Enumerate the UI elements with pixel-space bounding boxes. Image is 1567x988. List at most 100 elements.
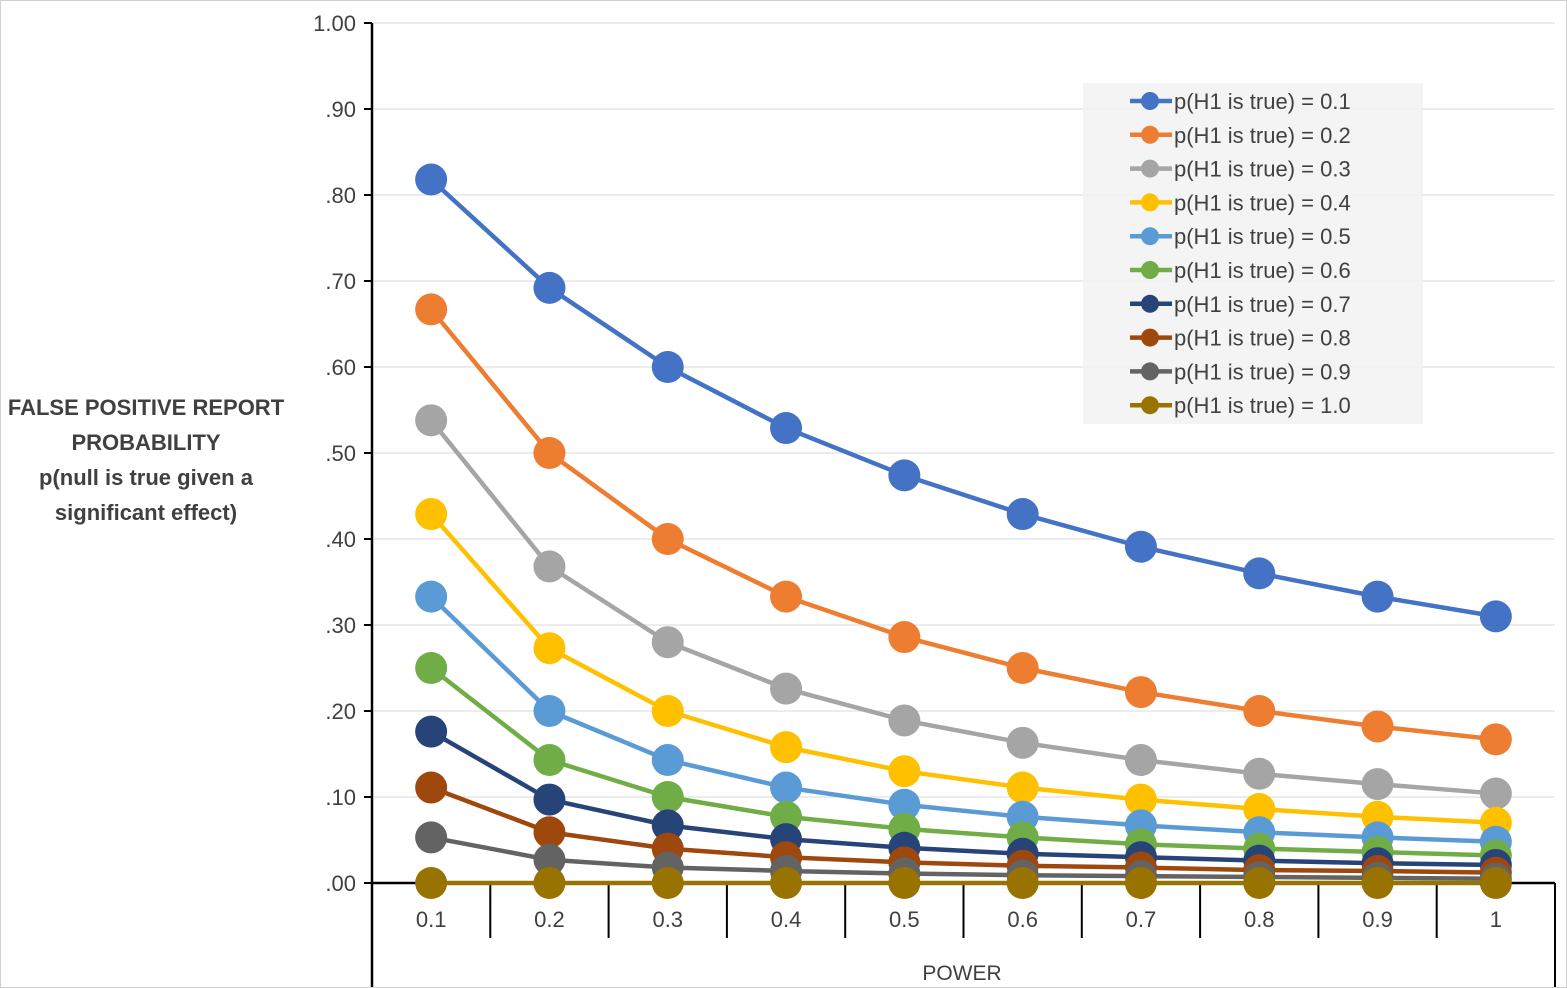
series-8 (415, 771, 1512, 889)
series-line (429, 595, 1496, 844)
x-axis-title: POWER (922, 962, 1001, 985)
data-point (1479, 600, 1512, 633)
y-axis-label: FALSE POSITIVE REPORT PROBABILITY p(null… (0, 390, 292, 530)
data-point (415, 163, 448, 196)
legend-marker-swatch (1141, 92, 1159, 110)
data-point (533, 867, 566, 899)
data-point (415, 867, 448, 899)
data-point (533, 783, 566, 816)
data-point (1006, 652, 1039, 684)
data-point (533, 695, 566, 727)
data-point (651, 809, 684, 842)
legend-label: p(H1 is true) = 0.2 (1174, 123, 1351, 148)
x-tick-label: 0.7 (1126, 907, 1157, 932)
data-point (415, 771, 448, 804)
data-point (533, 550, 566, 583)
data-point (651, 351, 684, 383)
data-point (1124, 530, 1157, 563)
data-point (1243, 695, 1276, 727)
series-line (429, 307, 1497, 742)
legend-entry: p(H1 is true) = 0.9 (1130, 359, 1351, 384)
data-point (415, 821, 448, 854)
y-tick-label: .70 (325, 269, 356, 294)
data-point (1361, 710, 1394, 743)
data-point (770, 580, 803, 613)
data-point (1479, 723, 1512, 756)
data-point (770, 731, 803, 764)
legend-entry: p(H1 is true) = 0.6 (1130, 258, 1351, 283)
data-point (415, 652, 448, 684)
legend-entry: p(H1 is true) = 0.5 (1130, 224, 1351, 249)
data-point (1361, 768, 1394, 801)
x-tick-label: 0.9 (1362, 907, 1393, 932)
gridlines (372, 22, 1555, 798)
tick-labels: .00 .10 .20 .30 .40 .50 .60 .70 .80 .90 1.00 0.1 0.2… (313, 11, 1502, 932)
data-point (651, 867, 684, 899)
series-group (415, 163, 1512, 899)
x-tick-label: 0.1 (416, 907, 447, 932)
data-point (533, 843, 566, 876)
legend-marker-swatch (1141, 328, 1159, 347)
legend-entry: p(H1 is true) = 0.2 (1130, 123, 1351, 148)
data-point (415, 580, 448, 613)
data-point (651, 781, 684, 813)
legend-marker-swatch (1141, 159, 1159, 178)
y-axis-label-line: p(null is true given a (39, 465, 253, 490)
data-point (415, 498, 448, 531)
y-tick-label: .00 (325, 871, 356, 896)
series-10 (415, 867, 1512, 899)
data-point (533, 744, 566, 777)
x-tick-label: 0.4 (771, 907, 802, 932)
legend-marker-swatch (1141, 362, 1159, 381)
data-point (651, 744, 684, 777)
legend-label: p(H1 is true) = 0.8 (1174, 326, 1351, 351)
y-axis-label-line: significant effect) (54, 500, 238, 525)
series-line (430, 785, 1496, 875)
legend-label: p(H1 is true) = 0.3 (1174, 157, 1351, 182)
data-point (1243, 793, 1276, 826)
data-point (415, 404, 448, 437)
data-point (533, 437, 566, 469)
legend: p(H1 is true) = 0.1 p(H1 is true) = 0.2 p(… (1083, 83, 1423, 424)
x-tick-label: 0.8 (1244, 907, 1275, 932)
data-point (888, 788, 921, 821)
data-point (770, 771, 803, 804)
data-point (1243, 757, 1276, 790)
data-point (770, 672, 803, 705)
series-line (429, 418, 1497, 796)
data-point (1361, 867, 1394, 899)
legend-label: p(H1 is true) = 1.0 (1174, 393, 1351, 418)
data-point (888, 459, 921, 492)
series-7 (415, 715, 1512, 881)
data-point (1124, 744, 1157, 777)
legend-label: p(H1 is true) = 0.9 (1174, 359, 1351, 384)
y-tick-label: .60 (325, 355, 356, 380)
legend-background (1083, 83, 1423, 424)
data-point (1243, 867, 1276, 899)
series-line (430, 729, 1496, 868)
legend-entry: p(H1 is true) = 0.1 (1130, 89, 1351, 114)
x-tick-label: 0.5 (889, 907, 920, 932)
y-tick-label: .20 (325, 699, 356, 724)
legend-entry: p(H1 is true) = 0.4 (1130, 190, 1351, 215)
series-line (430, 835, 1496, 881)
y-axis-label-line: FALSE POSITIVE REPORT (7, 395, 285, 420)
series-4 (415, 498, 1512, 839)
legend-label: p(H1 is true) = 0.5 (1174, 224, 1351, 249)
y-tick-label: .30 (325, 613, 356, 638)
legend-marker-swatch (1141, 193, 1159, 212)
y-tick-label: .90 (325, 97, 356, 122)
data-point (770, 867, 803, 899)
data-point (1361, 580, 1394, 613)
legend-entry: p(H1 is true) = 0.3 (1130, 157, 1351, 182)
data-point (651, 695, 684, 727)
data-point (888, 704, 921, 737)
y-tick-label: .40 (325, 527, 356, 552)
x-tick-label: 1 (1490, 907, 1502, 932)
series-line (429, 512, 1496, 826)
legend-entry: p(H1 is true) = 0.7 (1130, 292, 1351, 317)
data-point (770, 800, 803, 833)
series-2 (415, 293, 1512, 756)
legend-label: p(H1 is true) = 0.4 (1174, 190, 1351, 215)
y-tick-label: .50 (325, 441, 356, 466)
